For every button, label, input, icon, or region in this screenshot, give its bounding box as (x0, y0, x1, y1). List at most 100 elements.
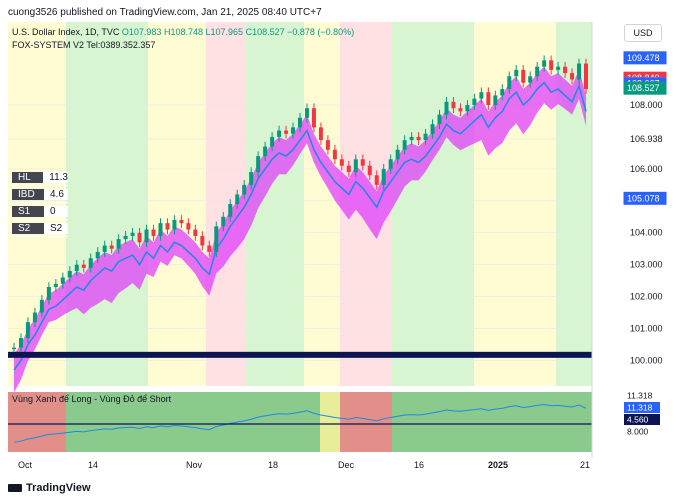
candle-body (577, 63, 582, 80)
oscillator-tag (624, 390, 660, 401)
candle-body (60, 277, 65, 284)
candle-body (249, 172, 254, 185)
candle-body (95, 251, 100, 259)
candle-body (116, 239, 121, 249)
x-tick-label: 21 (580, 460, 590, 470)
zone-band (66, 22, 148, 386)
s2-value: S2 (44, 222, 68, 234)
currency-button[interactable]: USD (624, 24, 662, 42)
symbol-name: U.S. Dollar Index, 1D, TVC (12, 27, 120, 37)
candle-body (88, 258, 93, 268)
candle-body (284, 130, 289, 134)
oscillator-tag (624, 402, 660, 413)
candle-body (493, 95, 498, 106)
x-tick-label: 2025 (488, 460, 508, 470)
price-tag (623, 81, 667, 95)
candle-body (144, 229, 149, 243)
x-tick-label: 18 (268, 460, 278, 470)
candle-body (381, 168, 386, 185)
candle-body (514, 69, 519, 77)
oscillator-short-zone (340, 392, 392, 452)
candle-body (339, 159, 344, 166)
s1-key: S1 (12, 205, 44, 217)
candle-body (130, 232, 135, 236)
candle-body (472, 98, 477, 106)
oscillator-line (13, 404, 587, 443)
candle-body (221, 216, 226, 227)
oscillator-tag-label: 11.318 (627, 391, 653, 401)
candle-body (207, 245, 212, 252)
candle-body (353, 159, 358, 173)
candle-body (521, 69, 526, 83)
ohlc-open: O107.983 (121, 27, 162, 37)
zone-band (304, 22, 340, 386)
candle-body (584, 63, 588, 90)
oscillator-tag (624, 426, 660, 437)
candle-body (507, 76, 512, 90)
candle-body (235, 194, 240, 204)
tradingview-brand: TradingView (26, 482, 91, 494)
ohlc-close: C108.527 (245, 27, 285, 37)
y-tick-label: 102.000 (630, 292, 663, 302)
ibd-value: 4.6 (44, 188, 68, 200)
price-tag (623, 51, 667, 65)
candle-body (18, 338, 23, 348)
candle-body (193, 229, 198, 236)
s2-row: S2 S2 (12, 220, 68, 237)
candle-body (102, 245, 107, 252)
ohlc-high: H108.748 (163, 27, 203, 37)
oscillator-title: Vùng Xanh để Long - Vùng Đỏ để Short (12, 394, 172, 404)
hl-info-table: HL 11.3 IBD 4.6 S1 0 S2 S2 (12, 169, 68, 237)
candle-body (395, 149, 400, 160)
candle-body (374, 175, 379, 185)
candle-body (549, 60, 554, 70)
symbol-legend: U.S. Dollar Index, 1D, TVC O107.983 H108… (12, 27, 354, 37)
s1-row: S1 0 (12, 203, 68, 220)
candle-body (67, 271, 72, 278)
candle-body (186, 223, 191, 230)
candle-body (270, 136, 275, 147)
candle-body (158, 223, 163, 236)
y-tick-label: 106.938 (630, 134, 663, 144)
candle-body (53, 283, 58, 288)
candle-body (311, 108, 316, 128)
candle-body (214, 226, 219, 252)
hl-row: HL 11.3 (12, 169, 68, 186)
candle-body (137, 232, 142, 243)
candle-body (451, 101, 456, 109)
hl-value: 11.3 (43, 171, 68, 183)
candle-body (291, 127, 296, 134)
price-tag-label: 105.078 (627, 193, 660, 203)
oscillator-tag-label: 4.560 (627, 415, 649, 425)
y-tick-label: 100.000 (630, 355, 663, 365)
publish-header: cuong3526 published on TradingView.com, … (8, 7, 322, 18)
zone-band (148, 22, 206, 386)
tradingview-footer: TradingView (8, 482, 91, 494)
candle-body (563, 66, 568, 74)
candle-body (325, 140, 330, 150)
candle-body (81, 264, 86, 268)
candle-body (458, 108, 463, 112)
price-change: −0.878 (−0.80%) (287, 27, 355, 37)
candle-body (486, 92, 491, 106)
price-tag (623, 191, 667, 205)
candle-body (430, 124, 435, 134)
candle-body (25, 322, 30, 339)
oscillator-tag-label: 8.000 (627, 427, 649, 437)
candle-body (409, 136, 414, 141)
candle-body (165, 223, 170, 230)
candle-body (367, 165, 372, 176)
zone-band (392, 22, 474, 386)
candle-body (556, 66, 561, 70)
candle-body (242, 184, 247, 195)
candle-body (318, 127, 323, 141)
candle-body (444, 101, 449, 115)
candle-body (346, 165, 351, 173)
candle-body (332, 149, 337, 160)
x-tick-label: Nov (186, 460, 203, 470)
candle-body (151, 229, 156, 236)
candle-body (535, 66, 540, 77)
price-tag-label: 108.527 (627, 83, 660, 93)
candle-body (437, 114, 442, 125)
